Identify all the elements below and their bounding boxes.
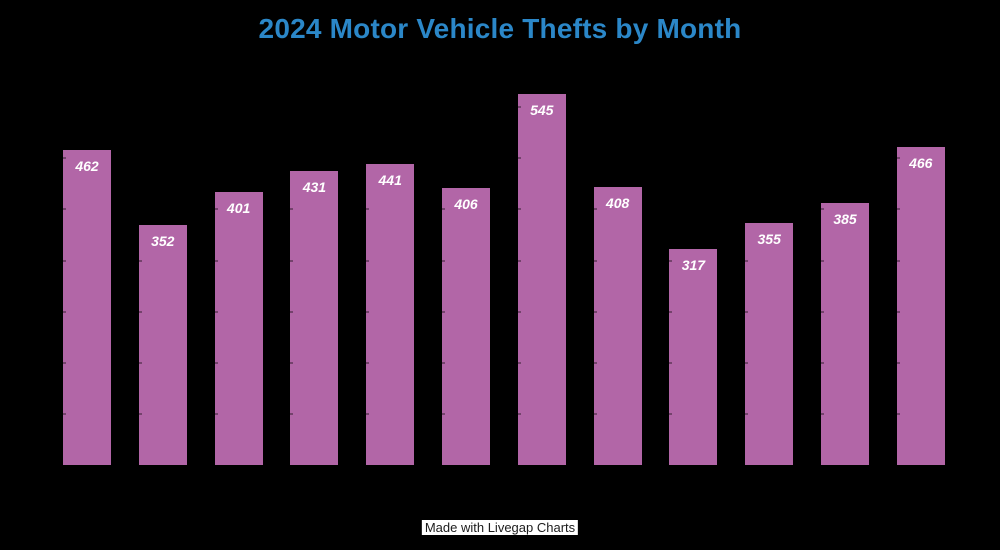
gridline-tick <box>517 412 521 415</box>
gridline-tick <box>896 259 900 262</box>
bar-value-label: 355 <box>757 231 781 247</box>
bar-value-label: 431 <box>302 179 327 196</box>
gridline-tick <box>442 208 445 211</box>
bar-month-11: 385 <box>821 202 869 465</box>
bar-value-label: 385 <box>833 210 857 227</box>
gridline-tick <box>366 259 370 262</box>
gridline-tick <box>290 361 294 364</box>
gridline-tick <box>593 208 597 211</box>
gridline-tick <box>366 412 370 415</box>
gridline-tick <box>63 361 66 364</box>
gridline-tick <box>745 259 749 262</box>
gridline-tick <box>517 361 521 364</box>
bar-value-label: 545 <box>530 101 554 118</box>
gridline-tick <box>669 259 673 262</box>
bar-value-label: 462 <box>75 158 99 175</box>
bar-month-12: 466 <box>896 147 945 465</box>
bar-month-8: 408 <box>593 186 642 465</box>
gridline-tick <box>745 361 749 364</box>
gridline-tick <box>290 208 294 211</box>
gridline-tick <box>821 361 824 364</box>
bar-month-1: 462 <box>63 150 111 465</box>
gridline-tick <box>896 310 900 313</box>
gridline-tick <box>517 157 521 160</box>
bar-value-label: 352 <box>151 233 175 250</box>
bar-month-4: 431 <box>290 171 339 465</box>
gridline-tick <box>63 157 66 160</box>
gridline-tick <box>896 157 900 160</box>
gridline-tick <box>593 412 597 415</box>
gridline-tick <box>442 259 445 262</box>
gridline-tick <box>517 259 521 262</box>
gridline-tick <box>593 310 597 313</box>
gridline-tick <box>821 259 824 262</box>
gridline-tick <box>821 412 824 415</box>
gridline-tick <box>593 361 597 364</box>
gridline-tick <box>896 412 900 415</box>
bar-month-5: 441 <box>366 164 415 465</box>
gridline-tick <box>63 259 66 262</box>
gridline-tick <box>63 310 66 313</box>
bar-value-label: 408 <box>605 194 630 211</box>
bar-month-2: 352 <box>138 225 187 465</box>
gridline-tick <box>138 361 142 364</box>
bar-value-label: 441 <box>378 172 402 189</box>
bar-month-9: 317 <box>669 248 718 465</box>
gridline-tick <box>63 208 66 211</box>
gridline-tick <box>442 361 445 364</box>
gridline-tick <box>745 412 749 415</box>
gridline-tick <box>896 361 900 364</box>
bar-month-6: 406 <box>442 188 490 465</box>
gridline-tick <box>517 106 521 109</box>
gridline-tick <box>896 208 900 211</box>
watermark-label: Made with Livegap Charts <box>421 520 579 535</box>
bar-value-label: 317 <box>681 256 706 273</box>
gridline-tick <box>366 310 370 313</box>
bar-month-10: 355 <box>745 223 794 465</box>
gridline-tick <box>821 310 824 313</box>
gridline-tick <box>366 208 370 211</box>
bar-month-3: 401 <box>214 191 263 465</box>
gridline-tick <box>517 310 521 313</box>
gridline-tick <box>138 310 142 313</box>
gridline-tick <box>517 208 521 211</box>
gridline-tick <box>214 208 218 211</box>
gridline-tick <box>593 259 597 262</box>
gridline-tick <box>821 208 824 211</box>
gridline-tick <box>442 310 445 313</box>
gridline-tick <box>669 361 673 364</box>
gridline-tick <box>366 361 370 364</box>
bar-value-label: 406 <box>454 196 478 213</box>
gridline-tick <box>214 259 218 262</box>
bar-month-7: 545 <box>517 93 566 465</box>
gridline-tick <box>669 310 673 313</box>
gridline-tick <box>290 259 294 262</box>
gridline-tick <box>442 412 445 415</box>
gridline-tick <box>290 310 294 313</box>
gridline-tick <box>214 310 218 313</box>
chart-title: 2024 Motor Vehicle Thefts by Month <box>258 13 742 44</box>
gridline-tick <box>138 259 142 262</box>
gridline-tick <box>138 412 142 415</box>
gridline-tick <box>214 361 218 364</box>
gridline-tick <box>63 412 66 415</box>
plot-area: 462 352 401 431 441 406 545 408 317 355 385 466 <box>63 93 945 465</box>
bar-value-label: 401 <box>226 199 251 216</box>
gridline-tick <box>745 310 749 313</box>
gridline-tick <box>669 412 673 415</box>
bar-value-label: 466 <box>909 155 933 172</box>
gridline-tick <box>290 412 294 415</box>
gridline-tick <box>214 412 218 415</box>
